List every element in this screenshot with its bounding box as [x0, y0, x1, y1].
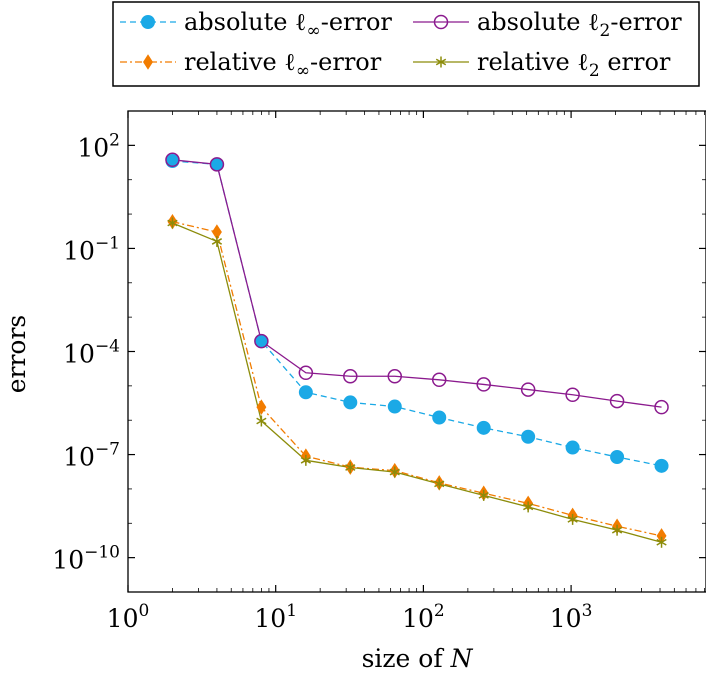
x-tick-label-2: 102 — [402, 601, 445, 633]
series-3-point-5 — [389, 466, 400, 478]
series-1-point-0 — [165, 152, 180, 168]
legend-label-3: relative ℓ2 error — [477, 48, 671, 81]
series-1-point-6 — [431, 372, 447, 388]
plot-area — [127, 110, 706, 593]
series-1-point-7 — [476, 377, 491, 392]
legend-label-1: absolute ℓ2-error — [477, 8, 682, 41]
series-3-point-1 — [211, 235, 223, 247]
series-line-0 — [172, 160, 662, 467]
y-tick-label-0: 102 — [77, 130, 120, 162]
series-0-point-3 — [298, 385, 313, 400]
series-line-1 — [172, 159, 662, 408]
legend-marker-0 — [141, 15, 155, 29]
series-3-point-2 — [256, 415, 267, 427]
legend-entry-1: absolute ℓ2-error — [413, 8, 682, 41]
series-0-point-5 — [387, 399, 402, 414]
series-1-point-2 — [254, 333, 269, 349]
series-1-point-5 — [387, 369, 403, 384]
series-0-point-6 — [432, 410, 447, 425]
y-tick-label-4: 10−10 — [52, 543, 120, 575]
series-0-point-7 — [476, 420, 491, 435]
series-0-point-4 — [343, 395, 358, 410]
x-axis-label: size of N — [362, 644, 474, 673]
x-tick-label-0: 100 — [107, 601, 150, 633]
legend-label-2: relative ℓ∞-error — [184, 48, 382, 81]
series-line-2 — [172, 221, 662, 537]
series-1-point-9 — [565, 387, 580, 403]
legend-entry-3: relative ℓ2 error — [413, 48, 671, 81]
series-3-point-11 — [656, 536, 667, 548]
series-line-3 — [172, 222, 662, 543]
legend-marker-1 — [433, 14, 449, 30]
series-0-point-10 — [610, 449, 625, 464]
series-3-point-3 — [300, 454, 311, 466]
series-0-point-11 — [654, 458, 669, 473]
x-axis-label-var: N — [450, 644, 474, 673]
series-3-point-8 — [523, 501, 534, 513]
series-3-point-7 — [478, 489, 489, 501]
series-2-point-2 — [256, 399, 267, 415]
series-3-point-10 — [611, 524, 623, 536]
series-3-point-0 — [167, 217, 178, 229]
y-tick-label-3: 10−7 — [63, 440, 120, 472]
series-1-point-10 — [609, 393, 625, 409]
legend-marker-3 — [435, 56, 447, 68]
y-tick-label-1: 10−1 — [63, 233, 120, 265]
legend-entry-0: absolute ℓ∞-error — [120, 8, 392, 41]
legend: absolute ℓ∞-error absolute ℓ2-error relati… — [112, 1, 700, 87]
series-3-point-4 — [345, 462, 356, 474]
series-0-point-9 — [565, 440, 580, 455]
x-tick-label-1: 101 — [254, 601, 297, 633]
series-3-point-6 — [434, 478, 445, 490]
y-axis-label: errors — [2, 315, 31, 394]
series-1-point-4 — [343, 369, 358, 384]
series-1-point-1 — [209, 157, 225, 172]
series-1-point-3 — [298, 365, 314, 381]
series-3-point-9 — [567, 513, 578, 525]
legend-entry-2: relative ℓ∞-error — [120, 48, 382, 81]
series-1-point-8 — [520, 382, 536, 397]
y-tick-label-2: 10−4 — [63, 337, 120, 369]
series-1-point-11 — [654, 399, 669, 415]
x-tick-label-3: 103 — [550, 601, 593, 633]
legend-frame — [112, 1, 700, 87]
series-0-point-8 — [521, 429, 536, 444]
legend-marker-2 — [143, 54, 153, 70]
x-axis-label-prefix: size of — [362, 644, 451, 673]
legend-label-0: absolute ℓ∞-error — [184, 8, 392, 41]
